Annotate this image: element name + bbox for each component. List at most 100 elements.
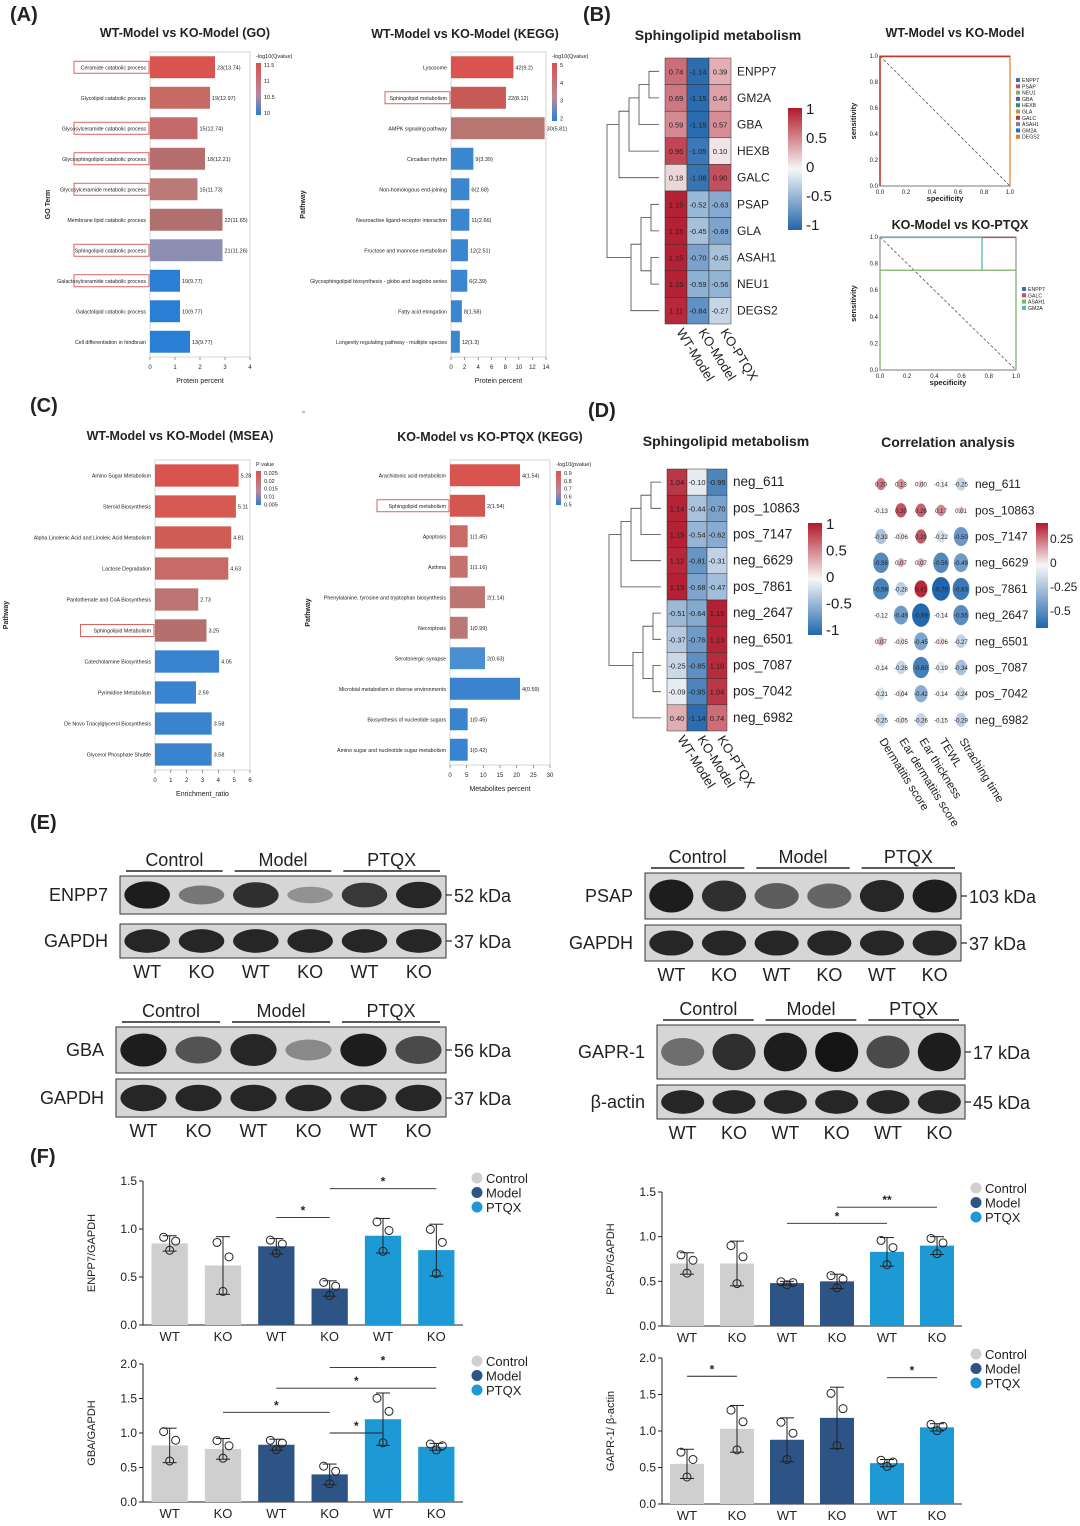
cell-value-label: -0.33 bbox=[874, 535, 888, 541]
correlation-bubble bbox=[875, 713, 887, 727]
category-label: Amino sugar and nucleotide sugar metabol… bbox=[337, 748, 447, 754]
cell-value-label: -0.59 bbox=[689, 280, 706, 289]
cell-value-label: -0.50 bbox=[954, 535, 968, 541]
tick-label: 0.4 bbox=[870, 315, 879, 321]
cell-value-label: -0.10 bbox=[688, 478, 705, 487]
legend-swatch bbox=[1016, 84, 1020, 89]
lane-label: KO bbox=[406, 962, 432, 982]
bar bbox=[450, 464, 520, 487]
lane-label: WT bbox=[242, 962, 270, 982]
band bbox=[341, 882, 388, 908]
y-axis-label: Pathway bbox=[300, 190, 307, 219]
cell-value-label: -0.52 bbox=[689, 200, 706, 209]
category-label: Neuroactive ligand-receptor interaction bbox=[356, 218, 447, 224]
cell-value-label: 1.15 bbox=[669, 200, 684, 209]
tick-label: 20 bbox=[513, 773, 520, 779]
legend-title: P value bbox=[256, 462, 274, 468]
plot-frame bbox=[450, 51, 547, 358]
bar bbox=[870, 1463, 904, 1504]
cell-value-label: -1.05 bbox=[689, 147, 706, 156]
dendrogram bbox=[608, 481, 661, 719]
chart-b_heat: Sphingolipid metabolism 0.74 -1.14 0.39 0.69… bbox=[606, 27, 832, 384]
chart-title: WT-Model vs KO-Model (GO) bbox=[100, 26, 270, 40]
cell-value-label: -0.70 bbox=[934, 587, 948, 593]
category-label: Glycosphingolipid catabolic process bbox=[62, 157, 146, 163]
blot-group-label: Control bbox=[669, 847, 727, 867]
data-point bbox=[838, 1274, 848, 1284]
category-label: KO bbox=[214, 1506, 233, 1521]
legend-dot bbox=[471, 1187, 483, 1198]
blot-group-label: Model bbox=[256, 1001, 305, 1021]
bar-value-label: 2(1.14) bbox=[487, 595, 505, 601]
tick-label: 0.2 bbox=[870, 341, 879, 347]
chart-b_roc1: WT-Model vs KO-Model 0.00.0 0.2 0.2 0.4 0.4 0.… bbox=[849, 26, 1040, 203]
legend-label: NEU1 bbox=[1022, 91, 1036, 97]
row-label: pos_7861 bbox=[733, 579, 792, 594]
band bbox=[815, 1090, 859, 1114]
category-label: Alpha Linolenic Acid and Linoleic Acid M… bbox=[34, 536, 152, 542]
bar-value-label: 4.05 bbox=[221, 660, 232, 666]
cell-value-label: 0.95 bbox=[669, 147, 684, 156]
data-point bbox=[218, 1286, 228, 1296]
cell-value-label: 0.26 bbox=[915, 509, 927, 515]
band bbox=[712, 1033, 756, 1071]
band bbox=[754, 930, 799, 956]
correlation-bubble bbox=[958, 506, 964, 515]
data-point bbox=[732, 1445, 742, 1455]
target-membrane bbox=[656, 1024, 966, 1080]
cell-value-label: 0.10 bbox=[713, 147, 728, 156]
cell-value-label: -0.15 bbox=[934, 718, 948, 724]
cell-value-label: -0.14 bbox=[934, 614, 948, 620]
row-label: PSAP bbox=[737, 197, 769, 211]
legend-swatch bbox=[1016, 109, 1020, 114]
legend-label: PSAP bbox=[1022, 84, 1036, 90]
category-label: WT bbox=[266, 1329, 286, 1344]
legend-label: Model bbox=[486, 1186, 522, 1201]
blot-group-label: Control bbox=[145, 850, 203, 870]
tick-label: 0.4 bbox=[928, 190, 937, 196]
category-label: KO bbox=[728, 1508, 747, 1523]
y-axis-label: ENPP7/GAPDH bbox=[86, 1214, 98, 1292]
category-label: Glycosphingolipid biosynthesis - globo a… bbox=[310, 279, 447, 285]
bar bbox=[418, 1446, 455, 1502]
category-label: KO bbox=[320, 1329, 339, 1344]
legend-swatch bbox=[1022, 293, 1026, 298]
cell-value-label: -0.06 bbox=[934, 640, 948, 646]
row-label: neg_611 bbox=[733, 474, 785, 489]
reference-diagonal bbox=[879, 55, 1011, 187]
category-label: KO bbox=[320, 1506, 339, 1521]
cell-value-label: -0.76 bbox=[688, 635, 705, 644]
correlation-bubble bbox=[936, 688, 946, 700]
x-axis-label: Metabolites percent bbox=[469, 786, 530, 793]
data-point bbox=[676, 1447, 686, 1457]
bar bbox=[920, 1427, 954, 1504]
legend-label: Control bbox=[486, 1171, 528, 1186]
bar bbox=[155, 464, 239, 487]
target-membrane bbox=[115, 1026, 447, 1074]
data-point bbox=[782, 1454, 792, 1464]
roc-curve bbox=[879, 55, 1010, 186]
bar-value-label: 3.58 bbox=[214, 722, 225, 728]
bar-value-label: 15(12.74) bbox=[200, 126, 224, 132]
data-point bbox=[832, 1283, 842, 1293]
cell-value-label: -0.06 bbox=[894, 535, 908, 541]
cell-value-label: 0.01 bbox=[955, 509, 967, 515]
blot-group-label: Model bbox=[258, 850, 307, 870]
chart-title: KO-Model vs KO-PTQX (KEGG) bbox=[397, 430, 582, 444]
legend-label: GBA bbox=[1022, 97, 1033, 103]
cell-value-label: 0.20 bbox=[875, 483, 887, 489]
data-point bbox=[431, 1445, 441, 1455]
data-point bbox=[277, 1239, 287, 1249]
significance-star: * bbox=[354, 1374, 359, 1388]
category-label: Pyrimidine Metabolism bbox=[98, 691, 152, 697]
data-point bbox=[876, 1235, 886, 1245]
heatmap-cell bbox=[706, 704, 728, 732]
y-axis-label: PSAP/GAPDH bbox=[605, 1223, 617, 1295]
tick-label: 0.0 bbox=[120, 1495, 137, 1509]
category-label: WT bbox=[777, 1508, 797, 1523]
cell-value-label: -0.81 bbox=[688, 557, 705, 566]
legend-swatch bbox=[1016, 90, 1020, 95]
bar-value-label: 4(0.59) bbox=[522, 687, 540, 693]
bar bbox=[450, 677, 520, 700]
cell-value-label: -0.25 bbox=[874, 718, 888, 724]
